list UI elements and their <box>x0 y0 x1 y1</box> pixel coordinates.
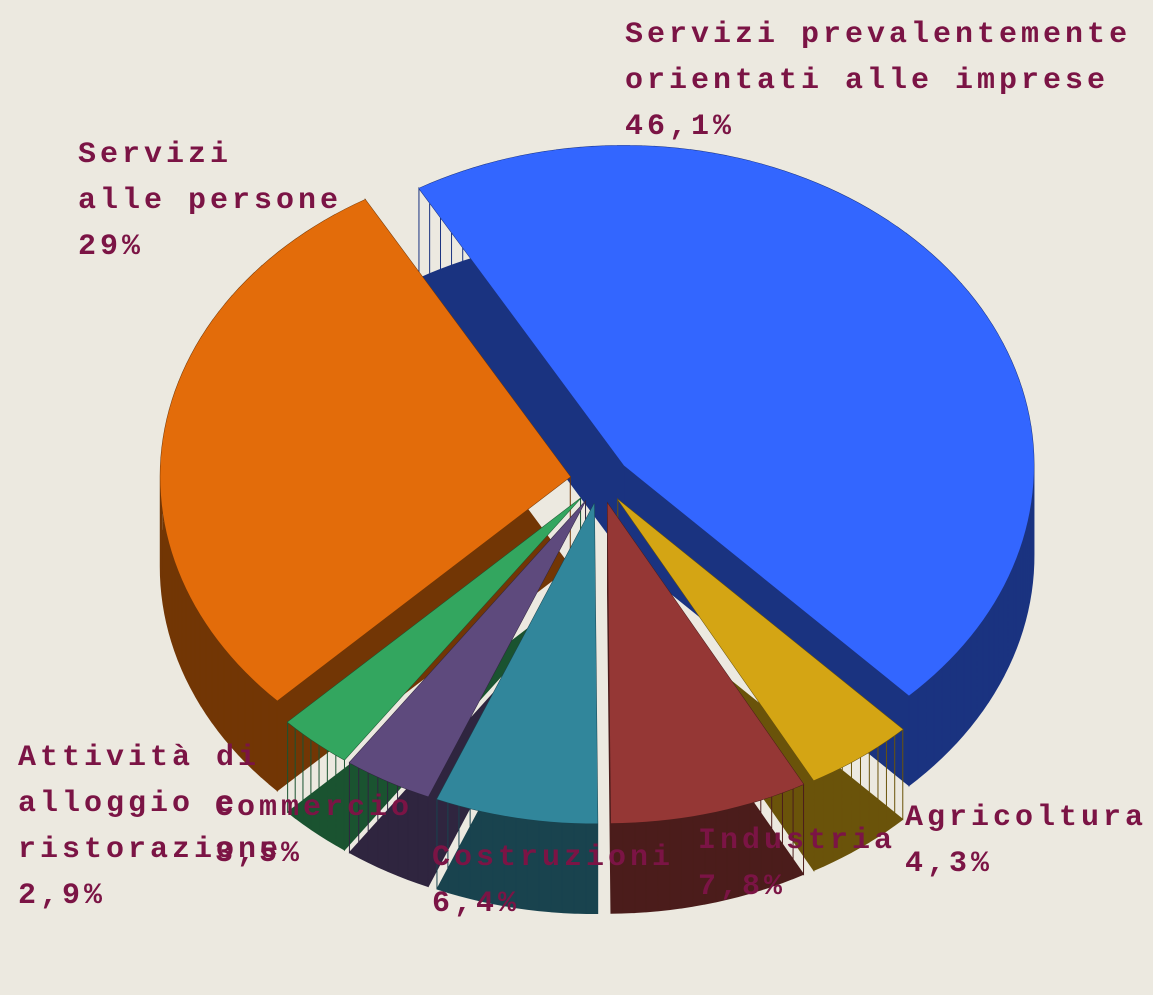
category-label: Attività di alloggio e ristorazione <box>18 741 283 867</box>
category-label: Industria <box>698 824 897 858</box>
slice-label: Servizi prevalentemente orientati alle i… <box>625 12 1131 150</box>
category-label: Servizi prevalentemente orientati alle i… <box>625 18 1132 98</box>
slice-label: Costruzioni 6,4% <box>432 835 674 927</box>
value-label: 3,5% <box>215 837 304 871</box>
slice-label: Attività di alloggio e ristorazione 2,9% <box>18 735 282 919</box>
value-label: 6,4% <box>432 887 521 921</box>
slice <box>349 501 586 797</box>
category-label: Servizi alle persone <box>78 138 343 218</box>
slice <box>287 498 581 760</box>
slice <box>617 499 903 781</box>
category-label: Commercio <box>215 791 414 825</box>
category-label: Agricoltura <box>905 801 1148 835</box>
slice-label: Servizi alle persone 29% <box>78 132 342 270</box>
value-label: 46,1% <box>625 110 736 144</box>
slice-label: Industria 7,8% <box>698 818 896 910</box>
slice <box>418 145 1034 696</box>
slice <box>160 199 571 701</box>
value-label: 7,8% <box>698 870 787 904</box>
slice <box>436 503 598 824</box>
value-label: 29% <box>78 230 145 264</box>
value-label: 4,3% <box>905 847 994 881</box>
category-label: Costruzioni <box>432 841 675 875</box>
slice-label: Commercio 3,5% <box>215 785 413 877</box>
value-label: 2,9% <box>18 879 107 913</box>
slice <box>607 503 804 824</box>
slice-label: Agricoltura 4,3% <box>905 795 1147 887</box>
